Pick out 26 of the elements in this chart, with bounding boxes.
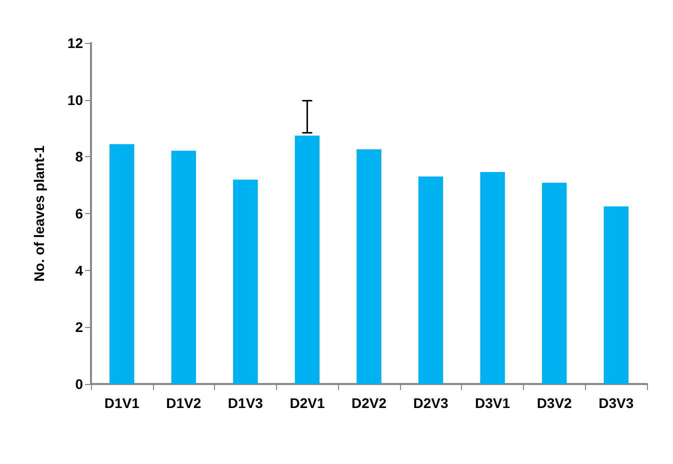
y-tick-label: 12 — [67, 35, 84, 51]
x-tick-label: D1V1 — [104, 395, 140, 411]
bar — [356, 149, 382, 384]
y-axis-title: No. of leaves plant-1 — [31, 145, 47, 282]
x-tick-label: D1V2 — [166, 395, 202, 411]
bar — [542, 182, 567, 384]
bar — [294, 136, 320, 384]
y-tick-label: 2 — [75, 319, 84, 336]
y-tick-label: 6 — [75, 206, 84, 222]
y-tick-label: 8 — [75, 148, 84, 165]
bar — [171, 150, 196, 384]
bar — [604, 206, 628, 384]
y-tick-label: 4 — [75, 262, 84, 278]
bar — [418, 176, 444, 384]
x-tick-label: D1V3 — [228, 395, 264, 411]
bar — [110, 144, 134, 384]
x-tick-label: D2V3 — [413, 395, 448, 411]
x-tick-label: D2V1 — [290, 395, 325, 411]
y-tick-label: 0 — [75, 376, 84, 392]
x-tick-label: D3V3 — [598, 395, 634, 411]
bar — [480, 172, 505, 384]
bar — [233, 180, 258, 384]
y-tick-label: 10 — [67, 92, 84, 108]
x-tick-label: D3V2 — [536, 395, 572, 411]
x-tick-label: D2V2 — [351, 395, 387, 411]
x-tick-label: D3V1 — [475, 395, 510, 411]
